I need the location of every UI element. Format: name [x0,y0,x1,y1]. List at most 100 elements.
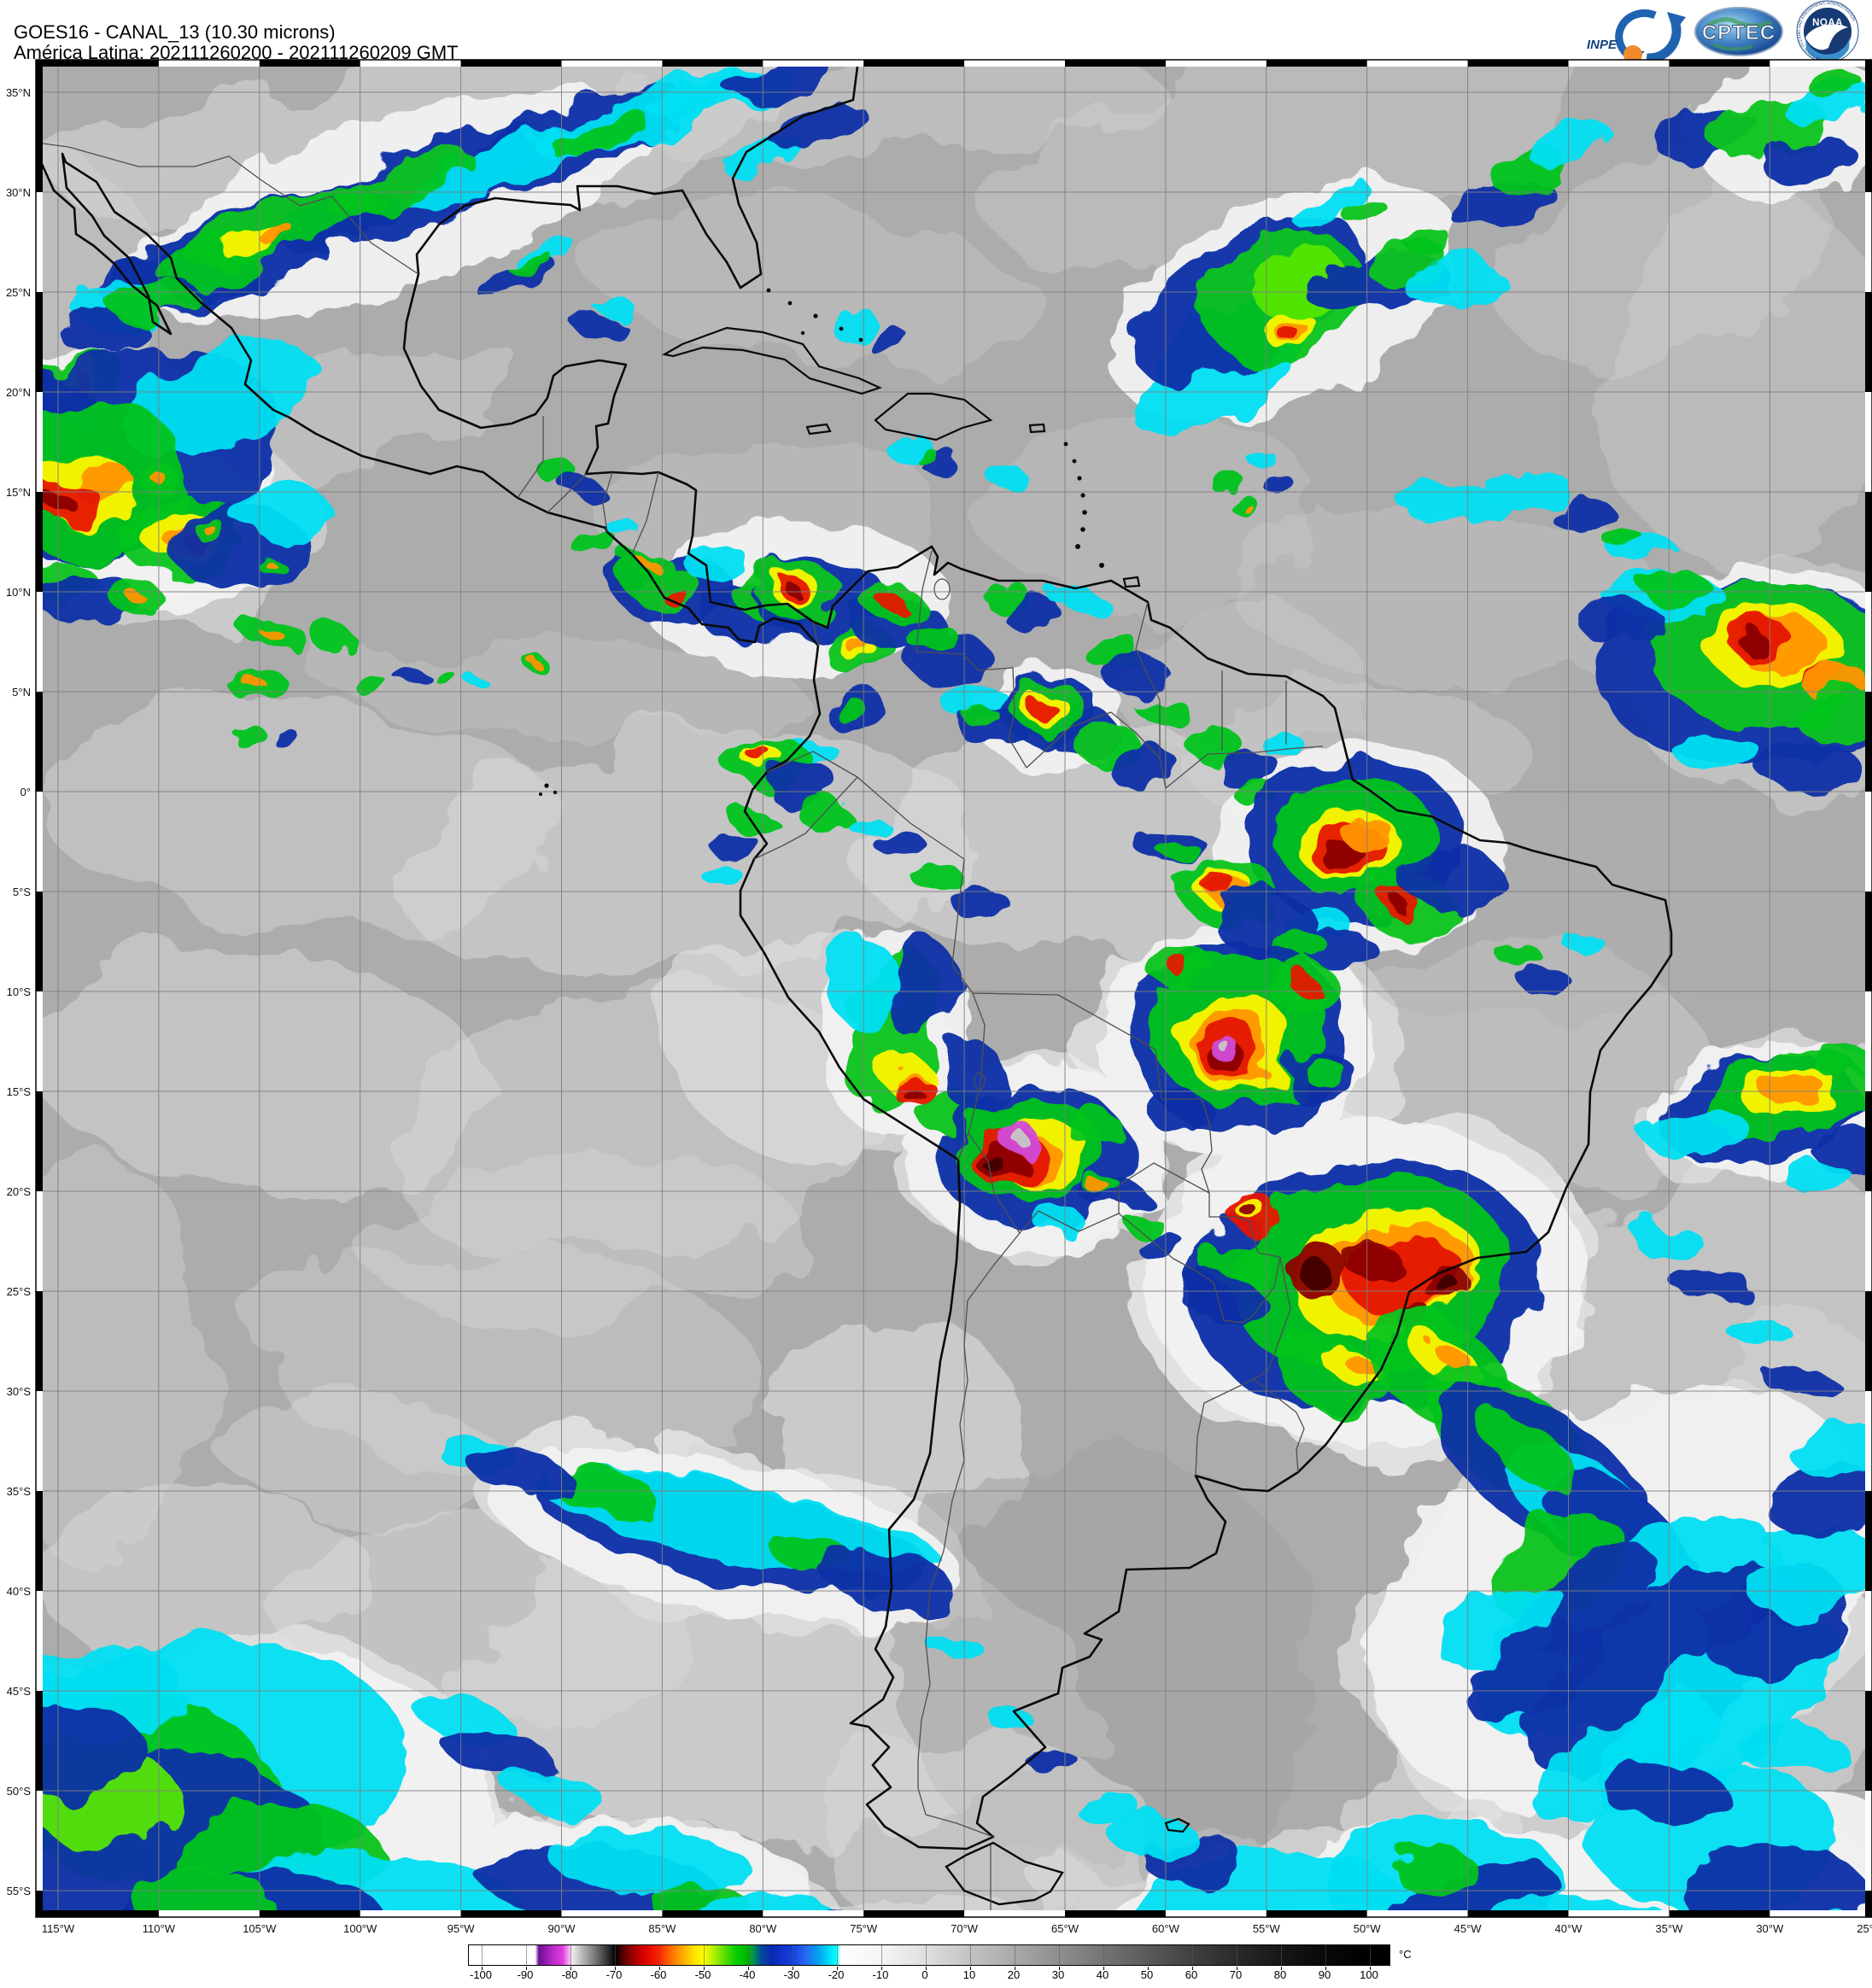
cptec-label: CPTEC [1702,21,1775,44]
geography-layer [36,60,1673,1911]
convection-blob [549,109,646,155]
convection-blob [1498,944,1542,968]
convection-blob [1401,850,1503,909]
colorbar-gridline [970,1945,971,1965]
coastline-islands [661,326,1190,1833]
convection-blob [1302,1060,1346,1084]
convection-blob [1346,200,1387,227]
convection-blob [606,521,641,538]
colorbar-gridline [1148,1945,1149,1965]
convection-blob [263,230,301,248]
colorbar-tickmark [1103,1967,1104,1970]
convection-blob [1395,902,1412,914]
convection-blob [547,1465,657,1515]
convection-blob [594,300,635,315]
lon-label: 45°W [1454,1922,1483,1935]
convection-blob [328,149,475,218]
colorbar-tickmark [482,1967,483,1970]
convection-blob [914,866,965,893]
cloud-field [207,1379,511,1524]
convection-blob [124,342,320,461]
convection-blob [1520,968,1571,996]
convection-blob [36,572,137,623]
colorbar-tickmark [704,1967,705,1970]
lon-label: 105°W [243,1922,277,1935]
lat-label: 30°N [6,186,31,199]
colorbar-tickmark [526,1967,527,1970]
cloud-field [982,410,1324,615]
lon-label: 95°W [448,1922,476,1935]
convection-blob [1217,1040,1229,1050]
lat-label: 25°S [7,1285,32,1298]
convection-blob [1440,1582,1566,1671]
colorbar-unit: °C [1399,1948,1412,1961]
product-title: GOES16 - CANAL_13 (10.30 microns) [14,21,336,43]
lon-label: 65°W [1051,1922,1079,1935]
convection-blob [898,1082,918,1096]
colorbar-gridline [748,1945,749,1965]
convection-blob [1670,1264,1746,1298]
noaa-logo: NOAA NATIONAL OCEANIC AND ATMOSPHERIC AD… [1796,0,1859,63]
convection-blob [1126,1215,1163,1236]
convection-blob [1107,748,1182,789]
convection-blob [1631,1223,1699,1254]
convection-blob [1682,1849,1870,1917]
noaa-seagull-icon [1805,24,1848,50]
colorbar-tickmark [1148,1967,1149,1970]
cptec-land [1706,17,1772,28]
lon-label: 40°W [1555,1922,1583,1935]
colorbar-tickmark [1325,1967,1326,1970]
convection-blob [402,126,597,208]
convection-blob [1433,1342,1471,1370]
colorbar-tickmark [970,1967,971,1970]
colorbar-tick-label: -50 [694,1968,711,1981]
cloud-field [574,198,1049,365]
convection-blob [468,678,488,688]
convection-blob [436,1722,554,1779]
convection-blob [1674,731,1759,772]
convection-blob [1806,73,1866,98]
convection-blob [842,810,883,830]
colorbar-tick-label: -30 [783,1968,800,1981]
convection-blob [1341,816,1392,850]
convection-blob [350,675,388,692]
lon-label: 30°W [1756,1922,1784,1935]
convection-blob [36,1704,145,1798]
convection-blob [1644,572,1712,606]
colorbar-tick-label: 10 [962,1968,976,1981]
convection-blob [879,593,903,609]
convection-blob [843,637,865,651]
cloud-field [811,1734,1153,1917]
convection-blob [1546,497,1614,528]
convection-blob [986,1706,1030,1727]
convection-blob [1644,1107,1746,1156]
lake-maracaibo [933,578,951,600]
lon-label: 80°W [749,1922,777,1935]
convection-blob [709,832,760,859]
convection-blob [1320,841,1365,872]
convection-blob [1468,1623,1606,1724]
frame-corner [36,60,58,67]
cloud-field [991,60,1571,272]
convection-blob [1259,732,1303,754]
convection-blob [821,1548,956,1611]
cloud-field [1110,606,1366,760]
colorbar-tick-label: 70 [1229,1968,1243,1981]
convection-blob [1436,1277,1460,1294]
colorbar-tick-label: -90 [517,1968,534,1981]
convection-blob [1029,701,1058,720]
convection-blob [1401,485,1503,523]
frame-corner [36,1891,43,1917]
lon-label: 70°W [951,1922,979,1935]
product-timestamp: América Latina: 202111260200 - 202111260… [14,42,459,63]
lake-titicaca [974,1072,986,1090]
cloud-field [36,1494,376,1665]
convection-blob [275,735,306,751]
convection-blob [726,62,845,100]
colorbar-tick-label: 30 [1051,1968,1065,1981]
lat-label: 15°N [6,486,31,499]
convection-blob [1293,182,1372,228]
convection-blob [987,470,1028,487]
convection-blob [827,695,864,716]
colorbar-tickmark [1059,1967,1060,1970]
